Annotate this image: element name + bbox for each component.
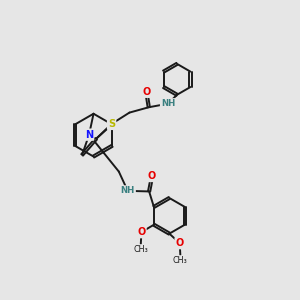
Text: S: S [108,119,115,129]
Text: CH₃: CH₃ [173,256,188,265]
Text: NH: NH [161,99,175,108]
Text: O: O [148,171,156,181]
Text: N: N [85,130,93,140]
Text: NH: NH [121,186,135,195]
Text: O: O [142,87,151,97]
Text: O: O [176,238,184,248]
Text: CH₃: CH₃ [134,244,148,253]
Text: O: O [137,227,146,237]
